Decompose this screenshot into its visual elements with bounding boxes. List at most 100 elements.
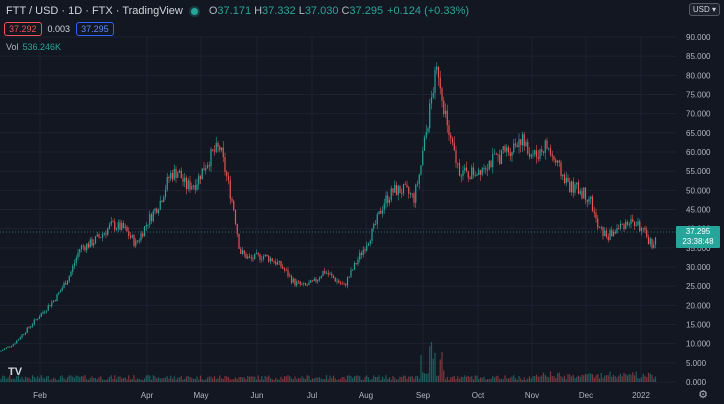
volume-bar bbox=[549, 371, 552, 382]
y-tick-label: 25.000 bbox=[686, 282, 711, 291]
price-axis[interactable]: 90.000 85.000 80.000 75.000 70.000 65.000 60.0… bbox=[686, 33, 711, 387]
volume-bar bbox=[341, 376, 343, 382]
candle-body bbox=[31, 324, 34, 327]
candle-body bbox=[583, 187, 585, 199]
volume-bar bbox=[159, 378, 161, 382]
candle-body bbox=[572, 181, 574, 193]
volume-bar bbox=[464, 375, 466, 382]
candle-body bbox=[287, 270, 289, 277]
tradingview-logo-icon[interactable]: TV bbox=[8, 366, 23, 378]
candle-body bbox=[619, 223, 622, 229]
candle-body bbox=[457, 162, 459, 164]
candle-body bbox=[229, 180, 231, 199]
volume-bar bbox=[129, 379, 132, 382]
volume-bar bbox=[86, 379, 88, 382]
volume-bar bbox=[532, 375, 534, 382]
candle-body bbox=[182, 178, 184, 182]
low-value: 37.030 bbox=[304, 5, 339, 17]
x-tick-label: Jun bbox=[251, 391, 264, 400]
volume-bar bbox=[411, 376, 413, 382]
volume-bar bbox=[311, 378, 314, 382]
candle-body bbox=[180, 170, 182, 179]
volume-bar bbox=[380, 379, 382, 382]
volume-bar bbox=[271, 379, 273, 382]
symbol-title[interactable]: FTT / USD · 1D · FTX · TradingView bbox=[6, 5, 183, 17]
candle-body bbox=[605, 230, 608, 237]
volume-bar bbox=[72, 376, 74, 382]
volume-bar bbox=[245, 379, 247, 382]
candle-body bbox=[82, 245, 84, 247]
candle-body bbox=[570, 181, 573, 193]
candle-body bbox=[618, 228, 620, 229]
volume-bar bbox=[236, 379, 238, 382]
volume-bar bbox=[453, 375, 455, 382]
volume-bar bbox=[210, 376, 212, 382]
candle-body bbox=[653, 244, 655, 249]
volume-bar bbox=[135, 379, 137, 382]
volume-bar bbox=[30, 379, 32, 382]
candle-body bbox=[341, 283, 343, 285]
volume-bar bbox=[147, 375, 149, 382]
volume-bar bbox=[338, 379, 340, 382]
candle-body bbox=[336, 280, 338, 282]
volume-bar bbox=[149, 375, 151, 382]
candle-body bbox=[19, 337, 21, 340]
volume-bar bbox=[168, 378, 170, 382]
candle-body bbox=[525, 141, 527, 147]
candle-body bbox=[124, 226, 126, 228]
volume-bar bbox=[569, 374, 571, 382]
volume-bar bbox=[184, 378, 186, 382]
candle-body bbox=[210, 149, 212, 167]
volume-bar bbox=[9, 375, 11, 382]
candle-body bbox=[374, 224, 377, 225]
candle-body bbox=[156, 208, 158, 213]
volume-bar bbox=[537, 376, 539, 382]
volume-bar bbox=[219, 375, 221, 382]
candle-body bbox=[567, 177, 569, 182]
volume-bar bbox=[597, 374, 599, 382]
volume-bar bbox=[119, 376, 121, 382]
candle-body bbox=[115, 228, 118, 230]
ask-price[interactable]: 37.295 bbox=[76, 22, 114, 36]
volume-bar bbox=[114, 375, 116, 382]
time-axis[interactable]: Feb Apr May Jun Jul Aug Sep Oct Nov Dec 2022 bbox=[33, 391, 650, 400]
candle-body bbox=[145, 225, 147, 227]
candle-body bbox=[479, 170, 482, 175]
candle-body bbox=[425, 131, 427, 138]
candle-body bbox=[324, 271, 326, 274]
volume-bar bbox=[401, 377, 403, 382]
candle-body bbox=[352, 269, 354, 271]
volume-bar bbox=[145, 375, 147, 382]
candle-body bbox=[250, 257, 252, 259]
volume-bar bbox=[142, 379, 144, 382]
candle-body bbox=[252, 258, 254, 260]
candle-body bbox=[219, 146, 221, 151]
volume-bar bbox=[70, 375, 72, 382]
candle-body bbox=[301, 284, 303, 285]
currency-dropdown[interactable]: USD ▾ bbox=[688, 3, 720, 16]
volume-bar bbox=[488, 378, 490, 382]
volume-bar bbox=[555, 377, 557, 382]
volume-bar bbox=[458, 378, 461, 382]
volume-bar bbox=[422, 372, 424, 382]
volume-bar bbox=[68, 375, 70, 382]
volume-bar bbox=[626, 375, 629, 382]
close-value: 37.295 bbox=[349, 5, 384, 17]
candle-body bbox=[590, 196, 592, 200]
volume-bar bbox=[299, 378, 301, 382]
volume-bar bbox=[124, 377, 126, 382]
volume-bar bbox=[430, 341, 433, 382]
candle-body bbox=[448, 125, 450, 136]
gear-icon[interactable]: ⚙ bbox=[698, 389, 708, 401]
candle-body bbox=[455, 150, 457, 163]
volume-bar bbox=[437, 375, 440, 382]
candle-body bbox=[621, 223, 623, 225]
candle-body bbox=[521, 134, 524, 146]
y-tick-label: 65.000 bbox=[686, 129, 711, 138]
volume-bar bbox=[647, 372, 650, 382]
candle-body bbox=[415, 184, 417, 203]
volume-bar bbox=[16, 376, 18, 382]
volume-bar bbox=[418, 378, 420, 382]
bid-price[interactable]: 37.292 bbox=[4, 22, 42, 36]
